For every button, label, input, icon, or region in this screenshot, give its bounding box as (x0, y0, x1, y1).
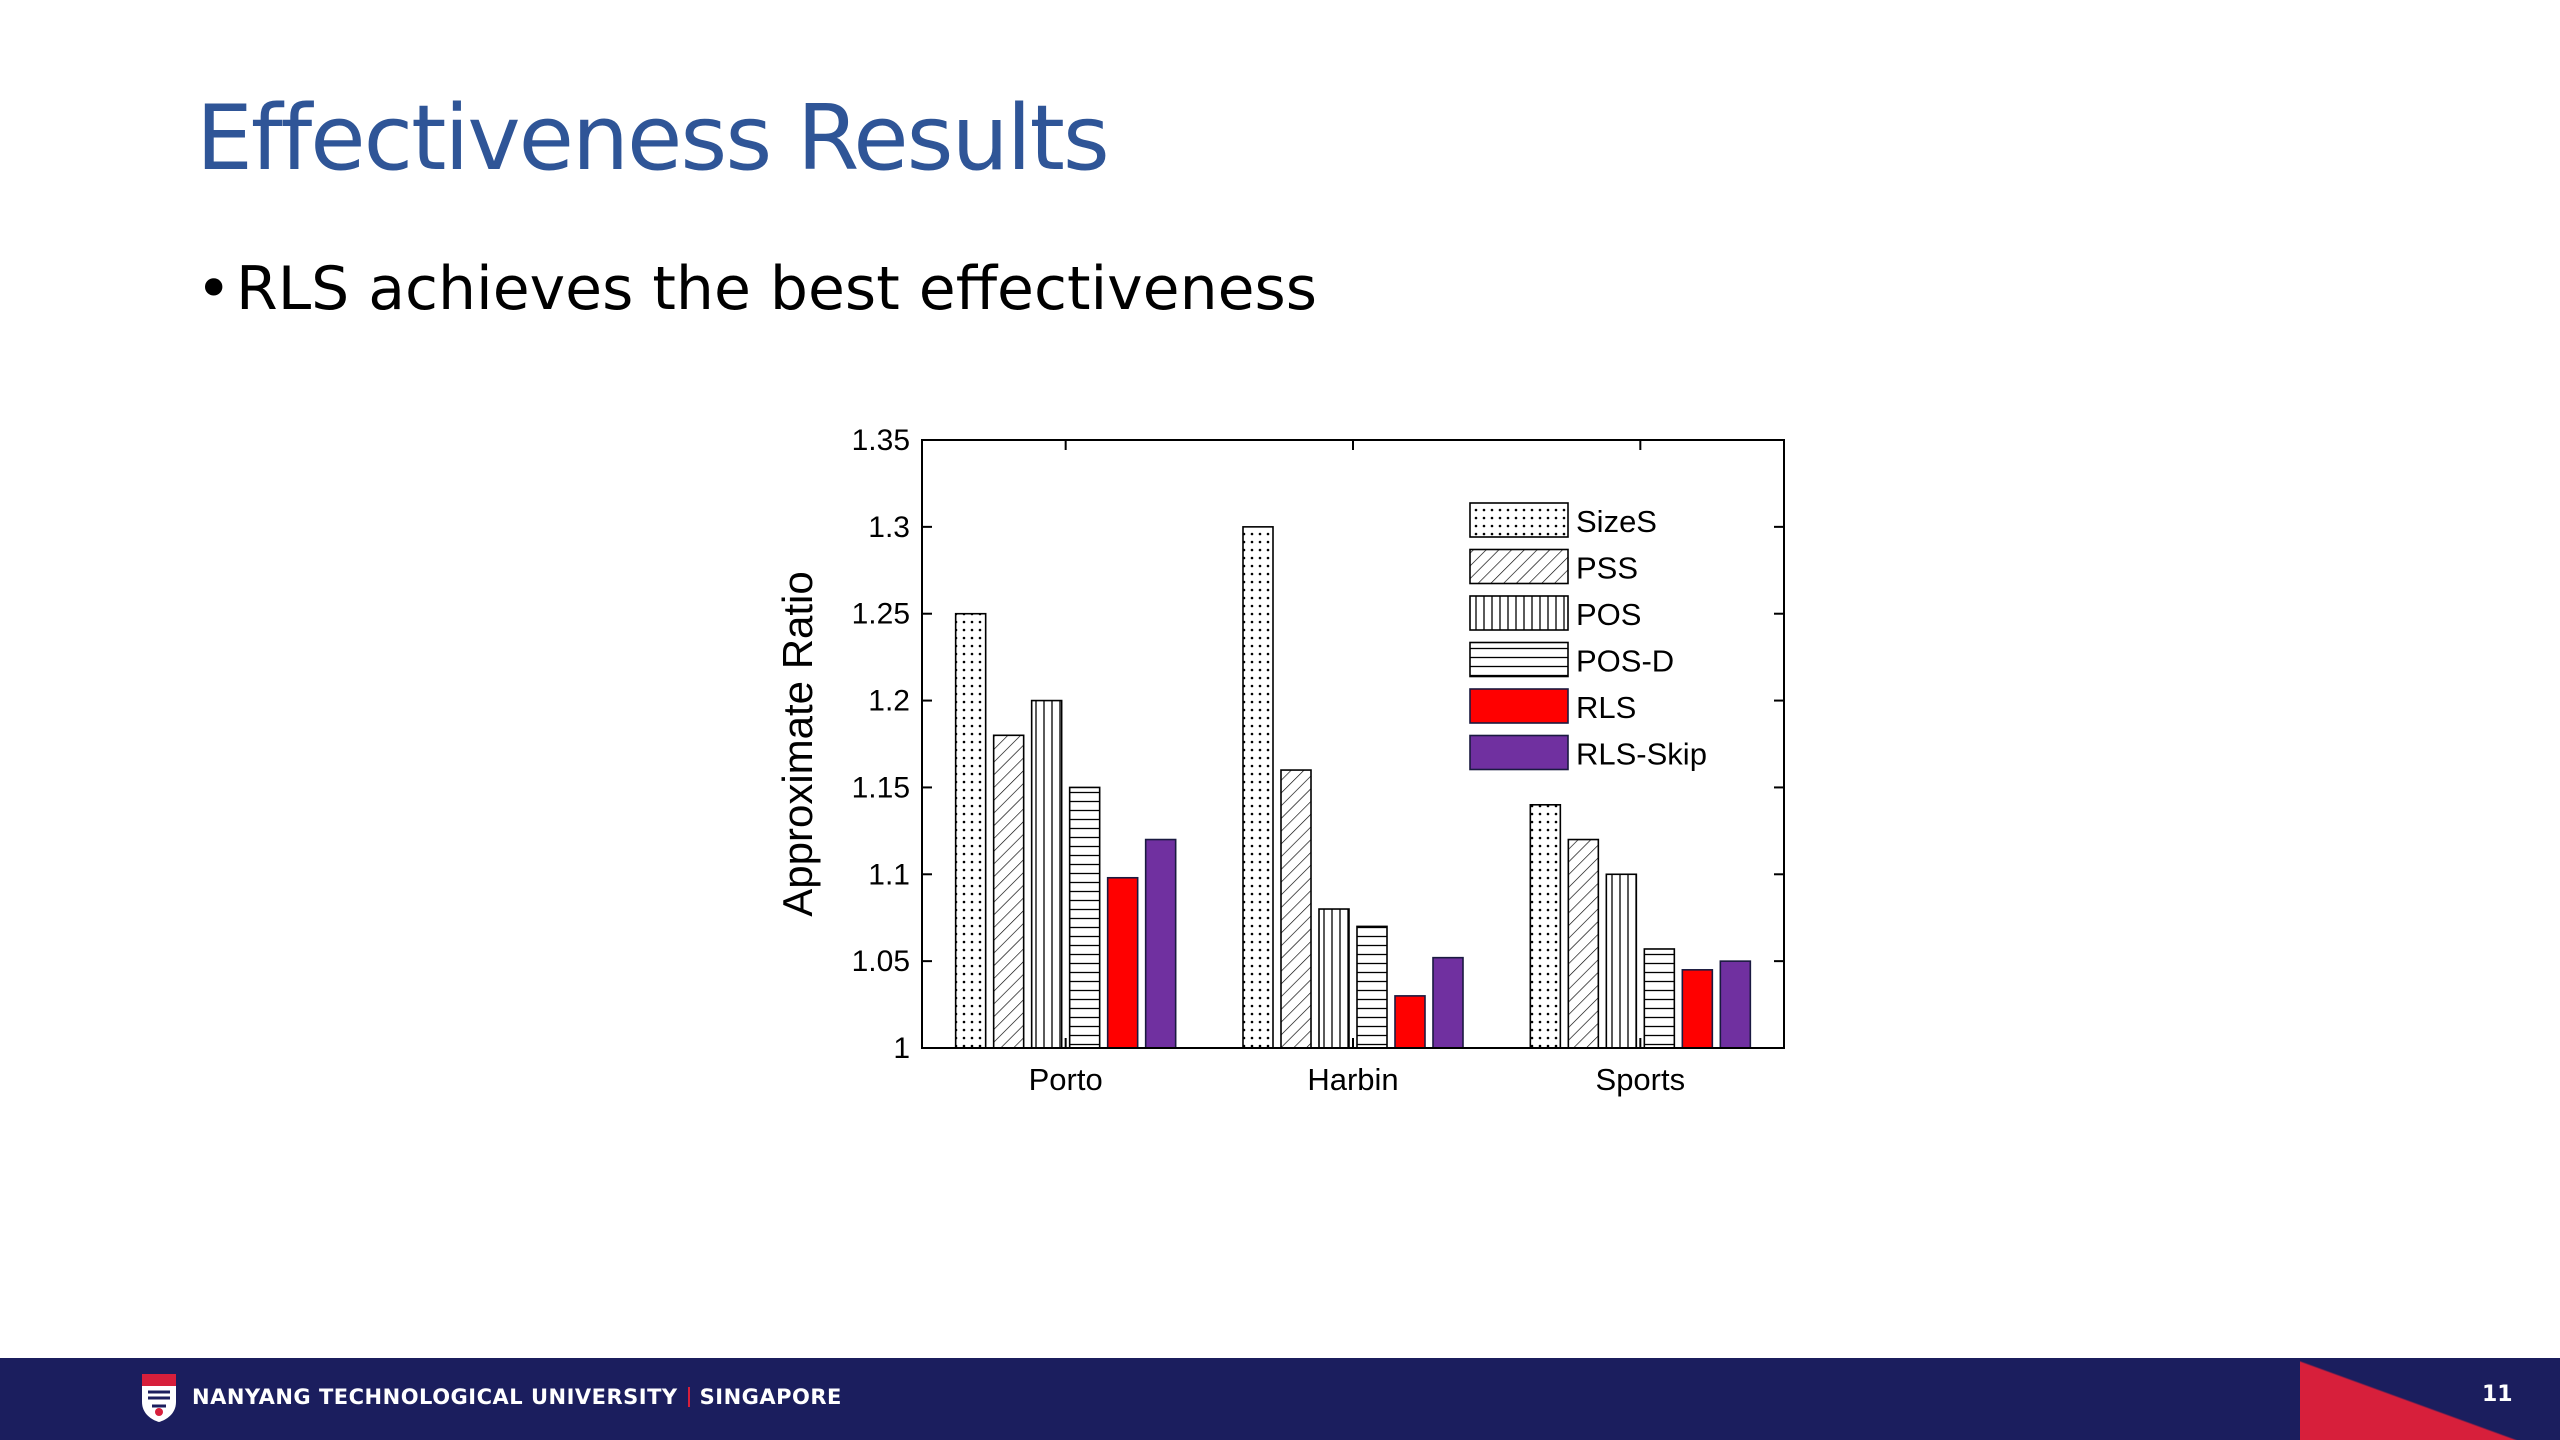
bullet-text: RLS achieves the best effectiveness (236, 254, 1318, 324)
legend: SizeS PSS POS POS-D RLS RLS-Skip (1469, 502, 1707, 772)
x-tick-label: Harbin (1307, 1062, 1398, 1097)
bar-pss-harbin (1280, 769, 1312, 1049)
legend-swatch-pos (1469, 595, 1569, 631)
footer-university-name: NANYANG TECHNOLOGICAL UNIVERSITY SINGAPOR… (192, 1385, 842, 1409)
bar-pos-d-sports (1643, 948, 1676, 1049)
bar-rls-skip-sports (1719, 960, 1752, 1049)
legend-label-sizes: SizeS (1576, 504, 1657, 539)
x-tick-label: Porto (1029, 1062, 1103, 1097)
y-tick-label: 1.15 (852, 771, 910, 804)
bar-rls-porto (1106, 876, 1139, 1049)
y-tick-label: 1.05 (852, 945, 910, 978)
legend-label-pos-d: POS-D (1576, 644, 1674, 679)
y-axis-label: Approximate Ratio (774, 571, 821, 917)
bar-pss-porto (992, 734, 1025, 1049)
y-tick-label: 1.3 (868, 511, 910, 544)
bar-pos-d-harbin (1356, 925, 1388, 1049)
page-number: 11 (2482, 1382, 2513, 1407)
bar-pos-porto (1030, 699, 1063, 1049)
legend-label-pss: PSS (1576, 551, 1638, 586)
legend-label-rls: RLS (1576, 690, 1636, 725)
footer-accent-stripe (2300, 1358, 2560, 1440)
footer-org-name: NANYANG TECHNOLOGICAL UNIVERSITY (192, 1385, 678, 1409)
legend-swatch-pss (1469, 548, 1569, 585)
footer-bar: NANYANG TECHNOLOGICAL UNIVERSITY SINGAPOR… (0, 1358, 2560, 1440)
footer-org-location: SINGAPORE (699, 1385, 842, 1409)
footer-separator (687, 1387, 690, 1407)
bar-rls-harbin (1394, 995, 1426, 1049)
y-tick-label: 1.2 (868, 685, 910, 718)
x-tick-label: Sports (1596, 1062, 1686, 1097)
legend-label-pos: POS (1576, 597, 1641, 632)
bar-sizes-porto (954, 612, 987, 1049)
ntu-crest-icon (140, 1372, 178, 1424)
y-tick-label: 1.35 (852, 424, 910, 457)
bar-rls-skip-harbin (1432, 956, 1464, 1049)
bar-pss-sports (1567, 838, 1600, 1049)
bar-rls-sports (1681, 969, 1714, 1049)
bar-rls-skip-porto (1144, 838, 1177, 1049)
bar-sizes-harbin (1242, 526, 1274, 1049)
bullet-point: •RLS achieves the best effectiveness (196, 254, 1317, 324)
bar-pos-harbin (1318, 908, 1350, 1049)
y-tick-label: 1.25 (852, 598, 910, 631)
y-tick-label: 1.1 (868, 858, 910, 891)
bullet-dot-icon: • (196, 254, 232, 324)
legend-label-rls-skip: RLS-Skip (1576, 737, 1707, 772)
bar-sizes-sports (1529, 803, 1562, 1049)
legend-swatch-rls (1469, 688, 1569, 724)
bar-pos-d-porto (1068, 786, 1101, 1049)
y-tick-label: 1 (893, 1032, 910, 1065)
bar-pos-sports (1605, 873, 1638, 1049)
legend-swatch-pos-d (1469, 641, 1569, 678)
legend-swatch-rls-skip (1469, 734, 1569, 771)
legend-swatch-sizes (1469, 502, 1569, 538)
slide-title: Effectiveness Results (196, 86, 1110, 191)
bar-chart: 1 1.05 1.1 1.15 1.2 1.25 1.3 1.35 Porto Harbin Spo… (774, 424, 1785, 1097)
